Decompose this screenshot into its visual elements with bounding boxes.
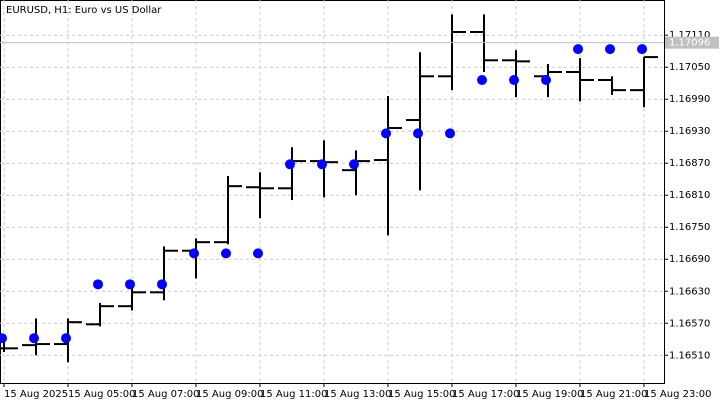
x-tick-label: 15 Aug 05:00 (68, 389, 135, 400)
x-tick-label: 15 Aug 09:00 (196, 389, 263, 400)
x-tick-label: 15 Aug 15:00 (388, 389, 455, 400)
y-tick-label: 1.16990 (669, 94, 710, 105)
signal-dot (29, 333, 39, 344)
signal-dot (413, 128, 423, 139)
signal-dot (61, 333, 71, 344)
y-tick-label: 1.16690 (669, 254, 710, 265)
y-tick-label: 1.17110 (669, 30, 710, 41)
last-price-label: 1.17096 (669, 38, 710, 49)
y-tick-label: 1.16870 (669, 158, 710, 169)
signal-dot (317, 159, 327, 170)
grid (0, 0, 664, 383)
signal-dot (285, 159, 295, 170)
signal-dot (381, 128, 391, 139)
signal-dot (189, 248, 199, 259)
signal-dot (0, 333, 7, 344)
signal-dot (349, 159, 359, 170)
signal-dot (221, 248, 231, 259)
signal-dot (477, 75, 487, 86)
signal-dot (93, 279, 103, 290)
signal-dot (253, 248, 263, 259)
y-tick-label: 1.16570 (669, 318, 710, 329)
last-price-box (665, 36, 719, 49)
x-tick-label: 15 Aug 11:00 (260, 389, 327, 400)
signal-dot (541, 75, 551, 86)
signal-dot (445, 128, 455, 139)
signal-dot (157, 279, 167, 290)
y-tick-label: 1.16510 (669, 350, 710, 361)
y-tick-label: 1.16930 (669, 126, 710, 137)
x-tick-label: 15 Aug 21:00 (580, 389, 647, 400)
chart-title: EURUSD, H1: Euro vs US Dollar (6, 5, 162, 16)
y-tick-label: 1.16750 (669, 222, 710, 233)
x-tick-label: 15 Aug 17:00 (452, 389, 519, 400)
signal-dot (573, 44, 583, 55)
signal-dot (509, 75, 519, 86)
x-tick-label: 15 Aug 13:00 (324, 389, 391, 400)
y-tick-label: 1.16630 (669, 286, 710, 297)
y-tick-label: 1.17050 (669, 62, 710, 73)
x-tick-label: 15 Aug 2025 (4, 389, 68, 400)
signal-dot (637, 44, 647, 55)
marks (0, 14, 664, 363)
signal-dot (605, 44, 615, 55)
axes: 1.17110 1.17050 1.16990 1.16930 1.16870 1.168… (3, 30, 719, 400)
plot-frame (0, 0, 665, 384)
x-tick-label: 15 Aug 19:00 (516, 389, 583, 400)
x-tick-label: 15 Aug 07:00 (132, 389, 199, 400)
x-tick-label: 15 Aug 23:00 (644, 389, 711, 400)
y-tick-label: 1.16810 (669, 190, 710, 201)
signal-dot (125, 279, 135, 290)
